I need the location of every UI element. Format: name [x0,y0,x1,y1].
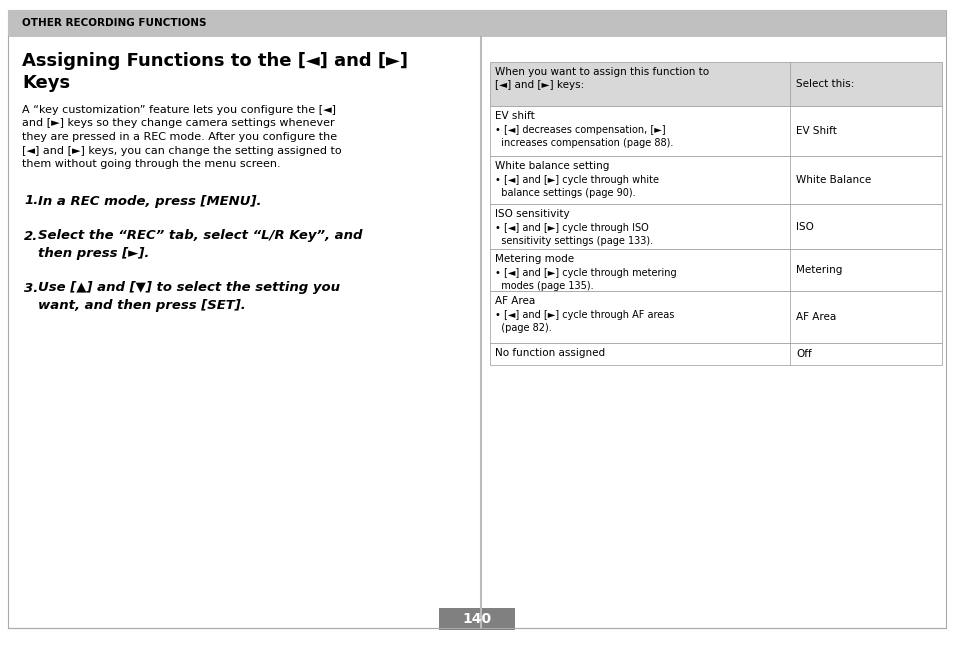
Text: Select the “REC” tab, select “L/R Key”, and
then press [►].: Select the “REC” tab, select “L/R Key”, … [38,229,362,260]
Text: they are pressed in a REC mode. After you configure the: they are pressed in a REC mode. After yo… [22,132,336,142]
Text: [◄] and [►] keys, you can change the setting assigned to: [◄] and [►] keys, you can change the set… [22,145,341,156]
Text: • [◄] and [►] cycle through white
  balance settings (page 90).: • [◄] and [►] cycle through white balanc… [495,175,659,198]
Bar [490,204,941,249]
Text: A “key customization” feature lets you configure the [◄]: A “key customization” feature lets you c… [22,105,335,115]
Text: ISO sensitivity: ISO sensitivity [495,209,569,219]
Text: Keys: Keys [22,74,71,92]
Text: Metering mode: Metering mode [495,254,574,264]
Text: EV shift: EV shift [495,111,535,121]
Bar [490,343,941,365]
Text: 2.: 2. [24,229,38,242]
Bar [490,106,941,156]
Text: Assigning Functions to the [◄] and [►]: Assigning Functions to the [◄] and [►] [22,52,408,70]
Text: ISO: ISO [795,222,813,231]
Text: Off: Off [795,349,811,359]
Text: AF Area: AF Area [495,296,535,306]
Bar [490,249,941,291]
Text: Use [▲] and [▼] to select the setting you
want, and then press [SET].: Use [▲] and [▼] to select the setting yo… [38,282,339,313]
Text: AF Area: AF Area [795,312,836,322]
Text: In a REC mode, press [MENU].: In a REC mode, press [MENU]. [38,194,261,207]
Text: and [►] keys so they change camera settings whenever: and [►] keys so they change camera setti… [22,118,335,129]
Text: EV Shift: EV Shift [795,126,836,136]
Text: • [◄] decreases compensation, [►]
  increases compensation (page 88).: • [◄] decreases compensation, [►] increa… [495,125,673,148]
Text: Metering: Metering [795,265,841,275]
Text: 140: 140 [462,612,491,626]
Bar [8,10,945,36]
Text: • [◄] and [►] cycle through ISO
  sensitivity settings (page 133).: • [◄] and [►] cycle through ISO sensitiv… [495,223,653,246]
Text: 3.: 3. [24,282,38,295]
Text: • [◄] and [►] cycle through AF areas
  (page 82).: • [◄] and [►] cycle through AF areas (pa… [495,310,674,333]
Text: them without going through the menu screen.: them without going through the menu scre… [22,159,280,169]
Text: 1.: 1. [24,194,38,207]
Bar [490,291,941,343]
Bar [438,608,515,630]
Text: • [◄] and [►] cycle through metering
  modes (page 135).: • [◄] and [►] cycle through metering mod… [495,268,676,291]
Bar [490,62,941,106]
Text: OTHER RECORDING FUNCTIONS: OTHER RECORDING FUNCTIONS [22,18,206,28]
Text: No function assigned: No function assigned [495,348,604,358]
Text: When you want to assign this function to
[◄] and [►] keys:: When you want to assign this function to… [495,67,708,90]
Text: White balance setting: White balance setting [495,161,609,171]
Text: White Balance: White Balance [795,175,870,185]
Text: Select this:: Select this: [795,79,854,89]
Bar [490,156,941,204]
